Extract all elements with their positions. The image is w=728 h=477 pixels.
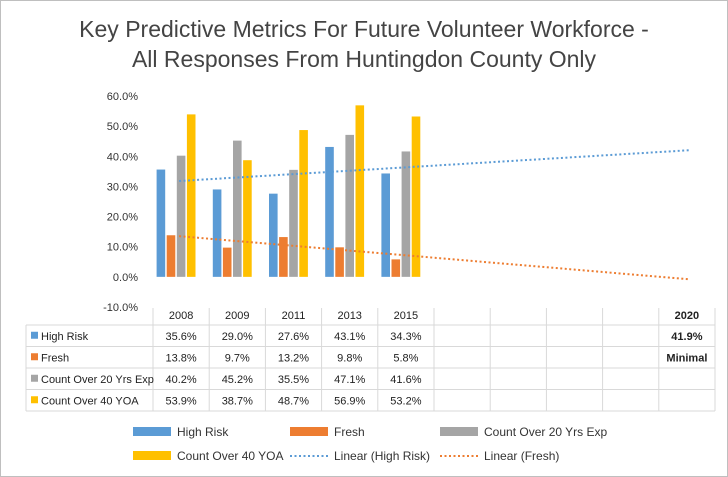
data-label: 27.6% (278, 331, 309, 343)
x-tick-label-2015: 2015 (394, 310, 418, 322)
bar-count-over-20-yrs-exp-2009 (233, 140, 242, 277)
legend-swatch-1 (290, 427, 328, 436)
x-tick-label-2011: 2011 (282, 310, 306, 322)
trendline-fresh (179, 235, 689, 281)
chart-title-line-1: Key Predictive Metrics For Future Volunt… (79, 16, 649, 42)
x-tick-label-2009: 2009 (225, 310, 249, 322)
table-legend-key-1 (31, 353, 38, 361)
data-label: 5.8% (393, 352, 418, 364)
bar-count-over-40-yoa-2009 (243, 160, 252, 277)
data-label: 38.7% (222, 395, 253, 407)
data-label: 43.1% (334, 331, 365, 343)
y-tick-label: 50.0% (107, 121, 138, 133)
bar-count-over-40-yoa-2015 (411, 116, 421, 277)
trendline-high-risk (179, 149, 689, 183)
table-row-label-0: High Risk (41, 331, 89, 343)
legend-label-3: Count Over 40 YOA (177, 449, 284, 463)
bar-fresh-2015 (391, 259, 401, 277)
data-label: 9.7% (225, 352, 250, 364)
table-row-label-2: Count Over 20 Yrs Exp (41, 374, 154, 386)
y-tick-label: 20.0% (107, 212, 138, 224)
data-label: 13.2% (278, 352, 309, 364)
x-tick-label-2008: 2008 (169, 310, 193, 322)
table-legend-key-3 (31, 396, 38, 404)
chart-title: Key Predictive Metrics For Future Volunt… (0, 14, 728, 74)
bar-fresh-2013 (335, 247, 344, 277)
bar-count-over-20-yrs-exp-2015 (401, 151, 411, 277)
legend-label-4: Linear (High Risk) (334, 449, 430, 463)
data-label: 41.6% (390, 374, 421, 386)
table-row-label-3: Count Over 40 YOA (41, 395, 139, 407)
bar-count-over-20-yrs-exp-2008 (176, 155, 186, 277)
bar-high-risk-2008 (156, 169, 166, 277)
bar-high-risk-2009 (212, 189, 222, 277)
data-label: 53.2% (390, 395, 421, 407)
legend-label-0: High Risk (177, 425, 229, 439)
legend-label-1: Fresh (334, 425, 365, 439)
data-label: 9.8% (337, 352, 362, 364)
legend-label-2: Count Over 20 Yrs Exp (484, 425, 607, 439)
table-row-label-1: Fresh (41, 352, 69, 364)
bar-count-over-40-yoa-2013 (355, 105, 365, 277)
legend-swatch-0 (133, 427, 171, 436)
x-tick-label-2020: 2020 (675, 310, 699, 322)
bar-count-over-20-yrs-exp-2011 (289, 169, 298, 277)
bar-fresh-2008 (166, 235, 176, 277)
y-tick-label: 60.0% (107, 91, 138, 103)
bar-fresh-2011 (279, 237, 288, 277)
data-label: 45.2% (222, 374, 253, 386)
data-label: 40.2% (165, 374, 196, 386)
y-tick-label: 0.0% (113, 272, 138, 284)
bar-high-risk-2013 (325, 146, 334, 277)
y-tick-label: -10.0% (103, 302, 138, 314)
table-legend-key-2 (31, 374, 38, 382)
y-tick-label: 10.0% (107, 242, 138, 254)
bar-count-over-40-yoa-2008 (186, 114, 196, 277)
chart-title-line-2: All Responses From Huntingdon County Onl… (131, 46, 597, 72)
y-tick-label: 30.0% (107, 181, 138, 193)
bar-high-risk-2015 (381, 173, 390, 277)
legend-swatch-3 (133, 451, 171, 460)
bar-fresh-2009 (222, 247, 232, 277)
data-label: 53.9% (165, 395, 196, 407)
x-tick-label-2013: 2013 (337, 310, 361, 322)
projection-high-risk: 41.9% (671, 331, 702, 343)
data-label: 35.6% (165, 331, 196, 343)
bar-high-risk-2011 (269, 193, 278, 277)
data-label: 13.8% (165, 352, 196, 364)
bar-count-over-40-yoa-2011 (299, 130, 308, 277)
data-label: 56.9% (334, 395, 365, 407)
data-label: 48.7% (278, 395, 309, 407)
data-label: 47.1% (334, 374, 365, 386)
legend-label-5: Linear (Fresh) (484, 449, 559, 463)
y-tick-label: 40.0% (107, 151, 138, 163)
projection-fresh: Minimal (666, 352, 707, 364)
legend-swatch-2 (440, 427, 478, 436)
bar-count-over-20-yrs-exp-2013 (345, 134, 354, 277)
data-label: 29.0% (222, 331, 253, 343)
table-legend-key-0 (31, 331, 38, 339)
data-label: 35.5% (278, 374, 309, 386)
data-label: 34.3% (390, 331, 421, 343)
